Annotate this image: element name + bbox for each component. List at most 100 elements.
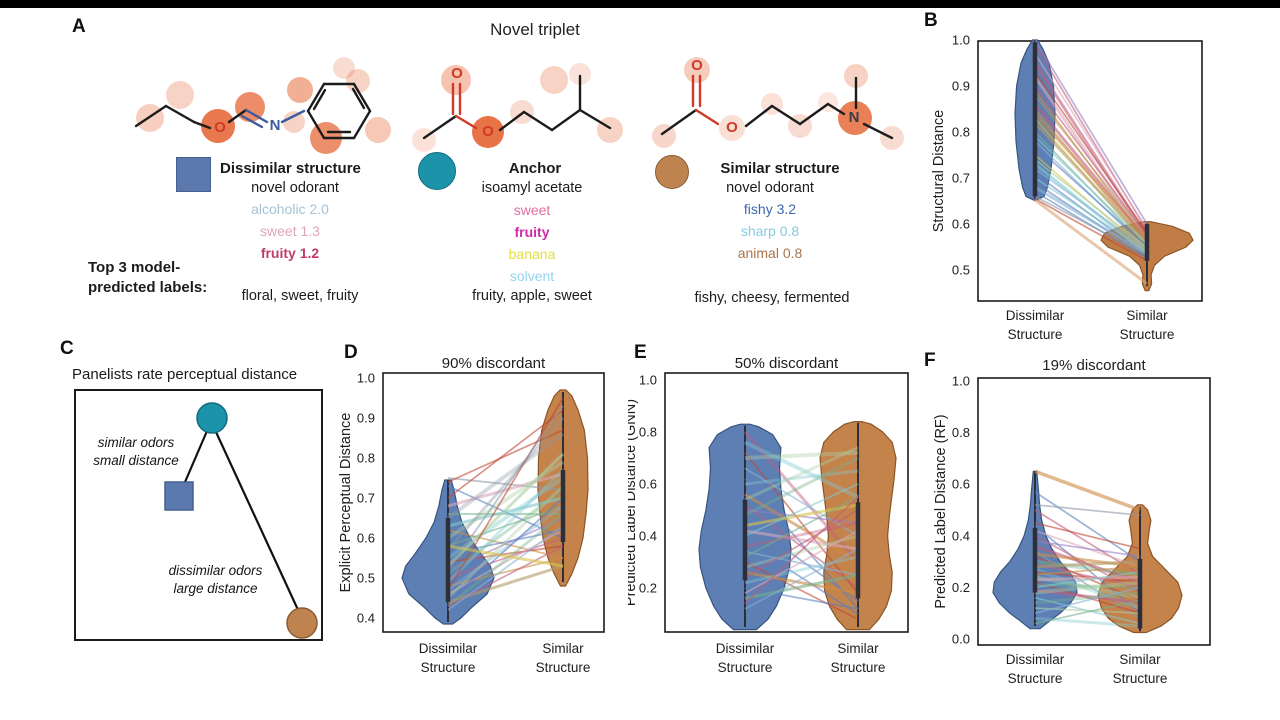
anchor-name: Anchor xyxy=(508,160,562,177)
svg-text:Structure: Structure xyxy=(1008,671,1063,686)
similar-odor-descriptors: fishy 3.2 sharp 0.8 animal 0.8 xyxy=(680,198,860,264)
svg-text:0.4: 0.4 xyxy=(952,528,970,543)
svg-text:Structure: Structure xyxy=(536,660,591,675)
svg-text:0.2: 0.2 xyxy=(952,580,970,595)
odor-descriptor: banana xyxy=(508,246,556,262)
svg-text:19% discordant: 19% discordant xyxy=(1042,357,1146,374)
svg-text:O: O xyxy=(691,57,703,74)
dissimilar-odors-note: dissimilar odors large distance xyxy=(168,563,263,596)
svg-text:Similar: Similar xyxy=(837,641,879,656)
svg-text:Structure: Structure xyxy=(1120,327,1175,342)
dissimilar-structure-marker xyxy=(176,157,211,192)
predicted-label-distance-rf-chart: 1.0 0.8 0.6 0.4 0.2 0.0 Dissimilar Structure Sim… xyxy=(918,348,1238,720)
top-letterbox-bar xyxy=(0,0,1280,8)
svg-text:0.7: 0.7 xyxy=(952,171,970,186)
svg-text:50% discordant: 50% discordant xyxy=(735,355,839,372)
svg-text:0.8: 0.8 xyxy=(952,425,970,440)
svg-text:Similar: Similar xyxy=(1119,652,1161,667)
similar-structure-subtitle: novel odorant xyxy=(726,180,814,196)
anchor-dot xyxy=(196,402,228,434)
dissimilar-square xyxy=(164,481,194,511)
svg-text:O: O xyxy=(451,65,463,82)
odor-descriptor: fruity xyxy=(514,224,550,240)
anchor-odor-descriptors: sweet fruity banana solvent xyxy=(452,199,612,287)
svg-text:Dissimilar: Dissimilar xyxy=(1006,652,1065,667)
svg-text:Predicted Label Distance (RF): Predicted Label Distance (RF) xyxy=(933,414,949,608)
predicted-label-distance-gnn-chart: 1.0 0.8 0.6 0.4 0.2 Dissimilar Structure Simila… xyxy=(623,344,928,709)
svg-text:0.6: 0.6 xyxy=(357,531,375,546)
svg-text:Dissimilar: Dissimilar xyxy=(1006,308,1065,323)
svg-text:90% discordant: 90% discordant xyxy=(442,355,546,372)
similar-predicted-labels: fishy, cheesy, fermented xyxy=(694,290,850,306)
svg-text:0.9: 0.9 xyxy=(952,79,970,94)
similar-structure-name: Similar structure xyxy=(720,160,840,177)
svg-text:0.8: 0.8 xyxy=(357,451,375,466)
panel-b-label: B xyxy=(924,10,938,31)
svg-text:0.6: 0.6 xyxy=(639,477,657,492)
odor-descriptor: fishy 3.2 xyxy=(743,201,797,217)
odor-descriptor: solvent xyxy=(509,268,555,284)
svg-text:0.8: 0.8 xyxy=(952,125,970,140)
svg-text:Explicit Perceptual Distance: Explicit Perceptual Distance xyxy=(338,413,354,593)
svg-text:Predicted Label Distance (GNN): Predicted Label Distance (GNN) xyxy=(628,399,639,606)
svg-text:O: O xyxy=(726,119,738,136)
odor-descriptor: alcoholic 2.0 xyxy=(251,201,329,217)
panel-d-label: D xyxy=(344,342,358,363)
svg-text:0.8: 0.8 xyxy=(639,425,657,440)
svg-text:N: N xyxy=(270,117,281,134)
anchor-subtitle: isoamyl acetate xyxy=(481,180,583,196)
panel-c-schematic: Panelists rate perceptual distance simil… xyxy=(60,340,340,670)
panel-c-diagram xyxy=(74,389,323,641)
panel-c-frame xyxy=(74,389,323,641)
svg-text:0.5: 0.5 xyxy=(357,571,375,586)
large-distance-line xyxy=(215,431,300,613)
svg-text:1.0: 1.0 xyxy=(639,373,657,388)
svg-text:0.7: 0.7 xyxy=(357,491,375,506)
svg-text:Similar: Similar xyxy=(542,641,584,656)
svg-text:O: O xyxy=(482,123,494,140)
explicit-perceptual-distance-chart: 1.0 0.9 0.8 0.7 0.6 0.5 0.4 Dissimilar Structure… xyxy=(338,344,638,709)
svg-text:Similar: Similar xyxy=(1126,308,1168,323)
odor-descriptor: animal 0.8 xyxy=(737,245,803,261)
odor-descriptor: fruity 1.2 xyxy=(260,245,320,261)
svg-text:Structure: Structure xyxy=(718,660,773,675)
svg-text:0.0: 0.0 xyxy=(952,632,970,647)
svg-text:Dissimilar: Dissimilar xyxy=(716,641,775,656)
predicted-labels-caption: Top 3 model- predicted labels: xyxy=(88,259,208,296)
svg-text:Structure: Structure xyxy=(421,660,476,675)
svg-text:0.4: 0.4 xyxy=(639,529,657,544)
panel-f-label: F xyxy=(924,350,936,371)
small-distance-line xyxy=(180,430,209,490)
svg-text:Structure: Structure xyxy=(1113,671,1168,686)
dissimilar-structure-subtitle: novel odorant xyxy=(251,180,339,196)
svg-text:0.6: 0.6 xyxy=(952,217,970,232)
svg-text:0.6: 0.6 xyxy=(952,477,970,492)
svg-text:Structure: Structure xyxy=(1008,327,1063,342)
panel-e-label: E xyxy=(634,342,647,363)
svg-text:1.0: 1.0 xyxy=(357,371,375,386)
odor-descriptor: sharp 0.8 xyxy=(740,223,800,239)
svg-text:Dissimilar: Dissimilar xyxy=(419,641,478,656)
dissimilar-odor-descriptors: alcoholic 2.0 sweet 1.3 fruity 1.2 xyxy=(200,198,380,264)
novel-triplet-title: Novel triplet xyxy=(490,20,580,39)
svg-text:0.5: 0.5 xyxy=(952,263,970,278)
panel-c-label: C xyxy=(60,338,74,359)
svg-text:Structural Distance: Structural Distance xyxy=(931,110,947,233)
odor-descriptor: sweet 1.3 xyxy=(260,223,320,239)
svg-text:1.0: 1.0 xyxy=(952,33,970,48)
svg-text:1.0: 1.0 xyxy=(952,374,970,389)
similar-molecule-structure: O O N xyxy=(650,40,930,175)
structural-distance-chart: 1.0 0.9 0.8 0.7 0.6 0.5 Dissimilar Structure Sim… xyxy=(918,8,1228,365)
anchor-marker xyxy=(418,152,456,190)
similar-dot xyxy=(286,607,318,639)
similar-odors-note: similar odors small distance xyxy=(93,435,179,468)
svg-text:0.4: 0.4 xyxy=(357,611,375,626)
svg-text:O: O xyxy=(214,119,226,136)
svg-text:0.2: 0.2 xyxy=(639,581,657,596)
similar-structure-marker xyxy=(655,155,689,189)
svg-text:0.9: 0.9 xyxy=(357,411,375,426)
panel-a-label: A xyxy=(72,16,86,37)
